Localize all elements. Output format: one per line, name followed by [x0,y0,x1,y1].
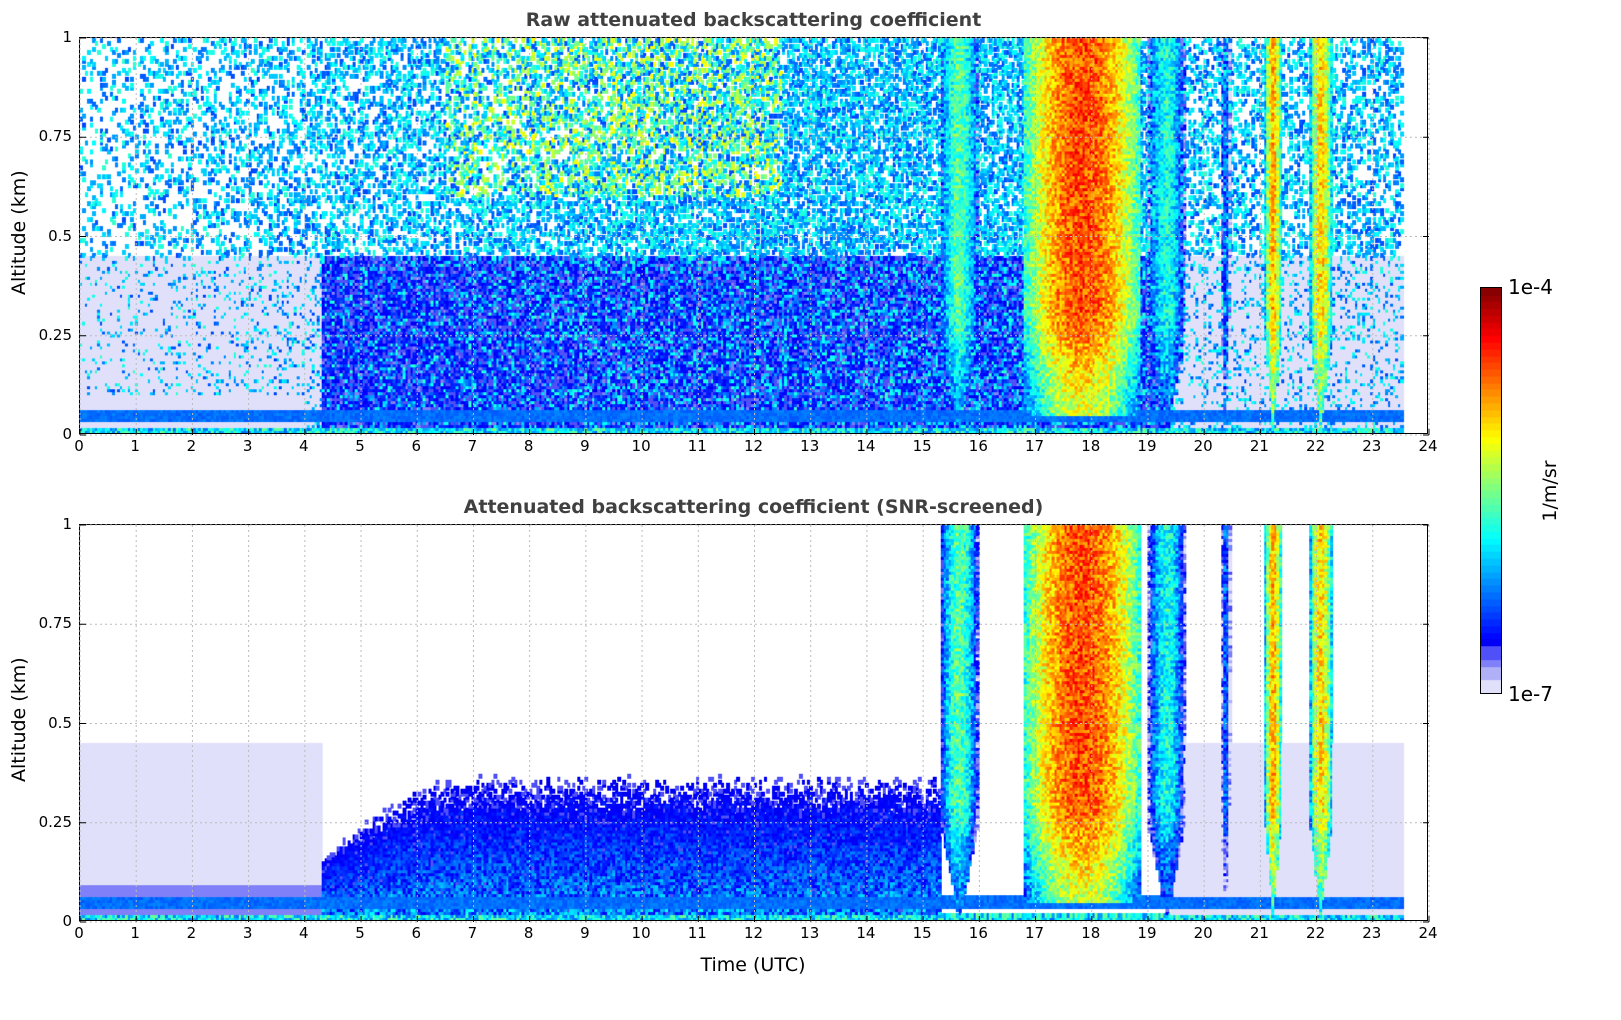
x-tick-label: 11 [687,924,707,942]
x-tick-label: 7 [467,924,478,942]
x-tick-label: 19 [1137,924,1157,942]
x-tick-label: 24 [1418,924,1438,942]
x-tick-label: 7 [467,437,478,455]
x-tick-label: 21 [1249,924,1269,942]
bottom-heatmap-axes [79,524,1430,923]
x-tick-label: 23 [1362,924,1382,942]
x-tick-label: 6 [411,924,422,942]
y-tick-label: 1 [62,515,72,533]
bottom-grid [79,524,1430,923]
x-tick-label: 10 [631,924,651,942]
colorbar [1480,287,1502,694]
x-tick-label: 14 [856,437,876,455]
x-tick-label: 16 [968,924,988,942]
x-tick-label: 18 [1081,437,1101,455]
y-tick-label: 0.25 [38,812,72,831]
x-tick-label: 2 [186,924,197,942]
x-tick-label: 6 [411,437,422,455]
x-tick-label: 21 [1249,437,1269,455]
y-tick-label: 0 [62,912,72,930]
x-tick-label: 1 [130,924,140,942]
x-axis-label: Time (UTC) [700,954,806,976]
x-tick-label: 19 [1137,437,1157,455]
x-tick-label: 1 [130,437,140,455]
y-tick-label: 1 [62,28,72,46]
x-tick-label: 20 [1193,924,1213,942]
x-tick-label: 5 [355,924,365,942]
x-tick-label: 18 [1081,924,1101,942]
x-tick-label: 3 [242,437,253,455]
x-tick-label: 8 [523,924,534,942]
x-tick-label: 12 [743,924,764,942]
x-tick-label: 16 [968,437,988,455]
x-tick-label: 13 [800,924,820,942]
colorbar-min-label: 1e-7 [1508,682,1553,706]
x-tick-label: 15 [912,437,932,455]
x-tick-label: 5 [355,437,365,455]
x-tick-label: 15 [912,924,932,942]
top-grid [79,37,1430,436]
x-tick-label: 24 [1418,437,1438,455]
x-tick-label: 17 [1024,437,1045,455]
bottom-chart-title: Attenuated backscattering coefficient (S… [463,496,1044,518]
y-tick-label: 0.25 [38,325,72,344]
top-y-axis-label: Altitude (km) [8,170,30,295]
x-tick-label: 20 [1193,437,1213,455]
x-tick-label: 0 [74,437,84,455]
x-tick-label: 0 [74,924,84,942]
x-tick-label: 13 [800,437,820,455]
x-tick-label: 23 [1362,437,1382,455]
x-tick-label: 14 [856,924,876,942]
x-tick-label: 9 [580,437,590,455]
x-tick-label: 4 [299,924,309,942]
x-tick-label: 22 [1306,924,1326,942]
top-chart-title: Raw attenuated backscattering coefficien… [525,9,982,31]
x-tick-label: 3 [242,924,253,942]
y-tick-label: 0.5 [48,713,72,732]
y-tick-label: 0 [62,425,72,443]
y-tick-label: 0.75 [38,127,72,146]
y-tick-label: 0.75 [38,614,72,633]
x-tick-label: 11 [687,437,707,455]
x-tick-label: 10 [631,437,651,455]
x-tick-label: 12 [743,437,764,455]
x-tick-label: 2 [186,437,197,455]
colorbar-max-label: 1e-4 [1508,275,1553,299]
x-tick-label: 4 [299,437,309,455]
x-tick-label: 9 [580,924,590,942]
x-tick-label: 8 [523,437,534,455]
x-tick-label: 22 [1306,437,1326,455]
x-tick-label: 17 [1024,924,1045,942]
bottom-y-axis-label: Altitude (km) [8,657,30,782]
y-tick-label: 0.5 [48,226,72,245]
top-heatmap-axes [79,37,1430,436]
colorbar-label: 1/m/sr [1539,460,1561,522]
